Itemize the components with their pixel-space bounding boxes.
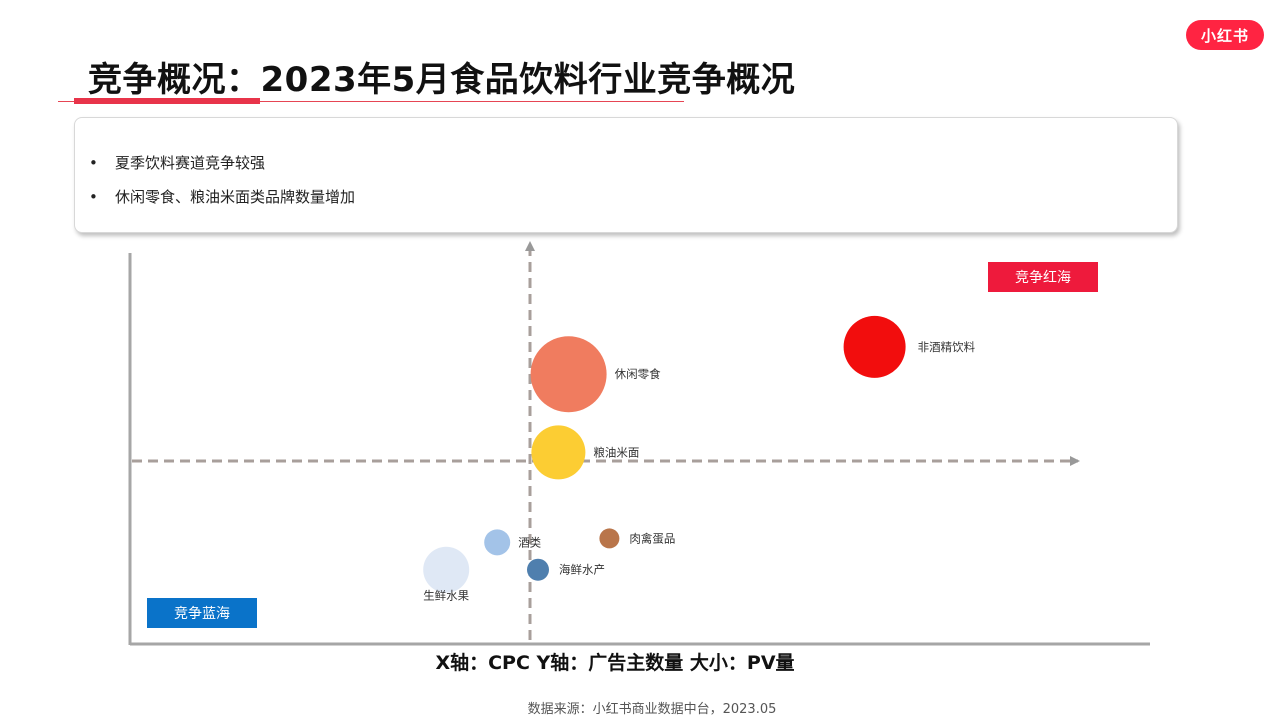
bubble-label: 休闲零食: [615, 367, 661, 381]
chart-axes: [128, 241, 1150, 646]
bubble-point: [423, 546, 470, 593]
summary-item: • 夏季饮料赛道竞争较强: [89, 152, 265, 173]
title-accent-bar: [74, 98, 260, 104]
bubble-point: [599, 528, 620, 549]
bullet-icon: •: [89, 188, 98, 206]
bubble-point: [530, 336, 607, 413]
bubble-label: 生鲜水果: [423, 589, 469, 603]
summary-item-text: 夏季饮料赛道竞争较强: [115, 154, 266, 172]
summary-item: • 休闲零食、粮油米面类品牌数量增加: [89, 186, 355, 207]
xiaohongshu-logo: 小红书: [1186, 20, 1264, 50]
red-ocean-badge: 竞争红海: [988, 262, 1098, 292]
bubble-label: 粮油米面: [593, 445, 639, 459]
bubble-point: [484, 529, 511, 556]
bubble-label: 酒类: [518, 535, 541, 549]
page-title: 竞争概况：2023年5月食品饮料行业竞争概况: [88, 60, 796, 100]
blue-ocean-badge: 竞争蓝海: [147, 598, 257, 628]
bubble-label: 肉禽蛋品: [629, 531, 675, 545]
bullet-icon: •: [89, 154, 98, 172]
bubble-point: [527, 558, 549, 581]
bubble-label: 非酒精饮料: [918, 340, 976, 354]
bubble-label: 海鲜水产: [559, 563, 605, 577]
bubble-point: [843, 315, 906, 378]
summary-box: • 夏季饮料赛道竞争较强 • 休闲零食、粮油米面类品牌数量增加: [74, 117, 1178, 233]
bubble-point: [531, 425, 586, 480]
summary-item-text: 休闲零食、粮油米面类品牌数量增加: [115, 188, 356, 206]
title-underline: [58, 101, 684, 102]
axis-legend-caption: X轴：CPC Y轴：广告主数量 大小：PV量: [435, 652, 795, 674]
data-source-note: 数据来源：小红书商业数据中台，2023.05: [527, 702, 777, 717]
